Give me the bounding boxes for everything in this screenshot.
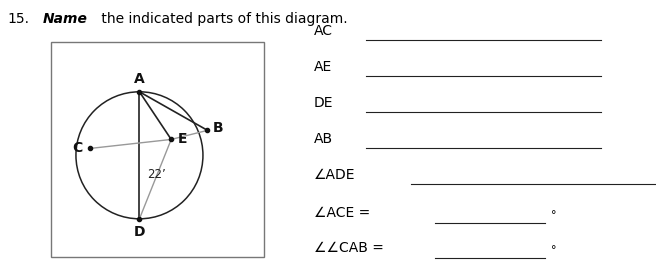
- Bar: [51, 42, 264, 257]
- Text: ∠ACE =: ∠ACE =: [314, 206, 370, 220]
- Text: E: E: [178, 132, 187, 146]
- Text: AB: AB: [314, 132, 333, 146]
- Text: AE: AE: [314, 60, 332, 74]
- Text: 15.: 15.: [8, 12, 30, 26]
- Text: 22’: 22’: [147, 168, 166, 181]
- Text: °: °: [551, 245, 556, 255]
- Text: ∠∠CAB =: ∠∠CAB =: [314, 241, 384, 255]
- Text: Name: Name: [43, 12, 88, 26]
- Text: °: °: [551, 210, 556, 220]
- Text: B: B: [213, 121, 223, 135]
- Text: the indicated parts of this diagram.: the indicated parts of this diagram.: [97, 12, 348, 26]
- Text: AC: AC: [314, 24, 333, 38]
- Text: C: C: [72, 141, 82, 156]
- Text: A: A: [134, 72, 145, 86]
- Text: D: D: [134, 225, 145, 239]
- Text: DE: DE: [314, 96, 334, 110]
- Text: ∠ADE: ∠ADE: [314, 168, 355, 182]
